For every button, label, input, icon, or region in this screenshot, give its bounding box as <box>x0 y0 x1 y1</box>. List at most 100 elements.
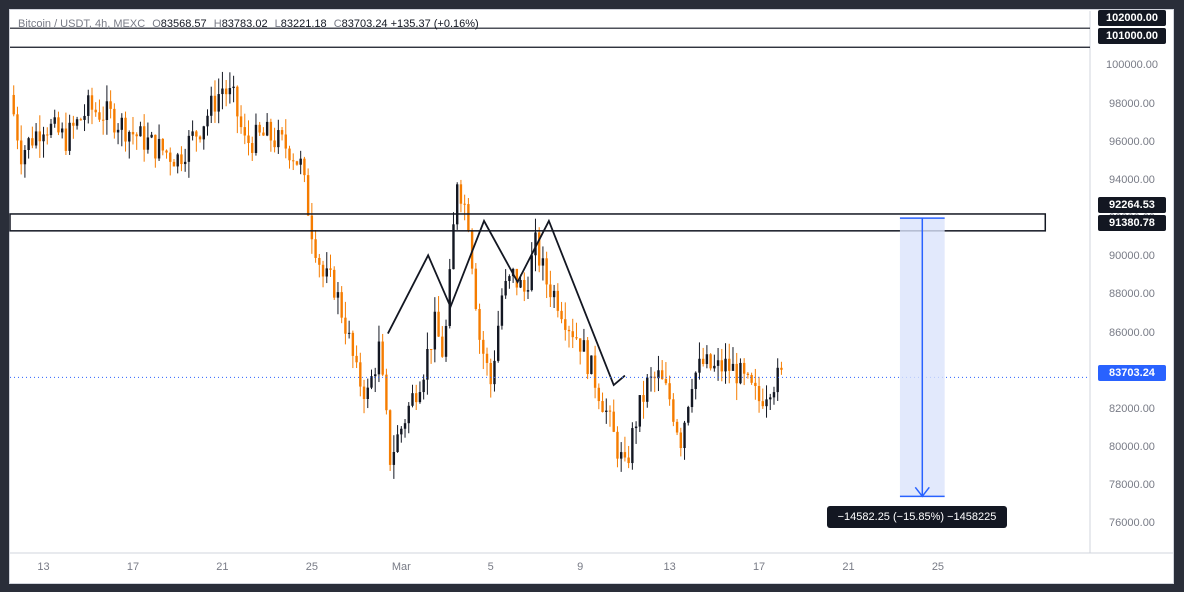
candle-bear <box>672 399 675 422</box>
candle-bear <box>303 158 306 176</box>
candle-bear <box>284 134 287 149</box>
candle-bear <box>243 127 246 136</box>
candle-bear <box>556 290 560 311</box>
candle-bear <box>318 257 321 265</box>
measure-label[interactable]: −14582.25 (−15.85%) −1458225 <box>827 506 1007 528</box>
candle-bear <box>575 337 578 339</box>
candle-bull <box>221 88 224 95</box>
candle-bear <box>709 354 712 369</box>
candle-bull <box>765 399 768 407</box>
candle-bear <box>224 88 228 95</box>
candle-bull <box>519 280 522 288</box>
candle-bull <box>254 124 258 153</box>
candle-bull <box>739 362 742 384</box>
candle-bull <box>183 161 187 165</box>
candle-bull <box>23 150 27 165</box>
candle-bear <box>113 108 116 133</box>
candle-bear <box>131 131 135 135</box>
candle-bear <box>642 395 645 402</box>
candle-bear <box>195 131 198 137</box>
candle-bear <box>388 410 392 465</box>
candle-bull <box>75 119 79 126</box>
price-tick-label: 98000.00 <box>1109 97 1155 110</box>
time-tick-label: 17 <box>126 561 140 573</box>
candle-bear <box>292 160 295 162</box>
candle-bull <box>232 86 235 89</box>
candle-bull <box>508 276 511 281</box>
candle-bull <box>49 123 53 136</box>
candle-bear <box>780 367 783 370</box>
time-tick-label: 5 <box>487 561 494 573</box>
candle-bull <box>42 134 45 142</box>
candle-bear <box>172 161 176 167</box>
candle-bear <box>735 363 738 384</box>
candle-bear <box>578 338 582 352</box>
candle-bear <box>273 140 276 148</box>
zone-top-tag: 92264.53 <box>1098 197 1166 213</box>
candle-bear <box>72 122 75 126</box>
candle-bear <box>154 134 157 159</box>
candle-bull <box>150 134 153 138</box>
candle-bear <box>746 373 750 375</box>
candle-bear <box>750 374 753 383</box>
candle-bear <box>437 311 440 337</box>
candle-bear <box>239 116 243 128</box>
ohlc-legend: Bitcoin / USDT, 4h, MEXC O83568.57 H8378… <box>18 18 479 30</box>
time-tick-label: Mar <box>391 561 411 573</box>
candle-bear <box>90 95 94 110</box>
price-tick-label: 82000.00 <box>1109 402 1155 415</box>
candle-bull <box>690 389 694 408</box>
low-key: L <box>274 18 281 30</box>
candle-bear <box>467 204 470 231</box>
time-tick-label: 21 <box>216 561 229 573</box>
candle-bull <box>433 311 437 350</box>
candle-bull <box>526 290 530 292</box>
candle-bear <box>597 387 601 402</box>
candle-bear <box>314 239 317 258</box>
candle-bull <box>694 372 697 390</box>
candle-bear <box>485 353 489 363</box>
candle-bear <box>560 310 563 320</box>
price-tick-label: 96000.00 <box>1109 135 1155 148</box>
candle-bear <box>79 119 83 121</box>
zone-bottom-tag: 91380.78 <box>1098 215 1166 231</box>
candle-bull <box>590 355 593 375</box>
low-value: 83221.18 <box>280 18 327 30</box>
candle-bear <box>660 370 664 380</box>
candle-bull <box>105 101 109 120</box>
candle-bull <box>53 117 56 124</box>
candle-bear <box>351 332 355 356</box>
candle-bear <box>482 339 485 354</box>
candle-bull <box>202 126 205 140</box>
candle-bull <box>120 117 124 130</box>
candle-bull <box>366 387 369 400</box>
open-value: 83568.57 <box>160 18 207 30</box>
candle-bear <box>101 119 105 121</box>
price-tick-label: 88000.00 <box>1109 288 1155 301</box>
candle-bull <box>456 184 459 225</box>
candle-bull <box>377 341 381 375</box>
candle-bear <box>515 268 519 288</box>
candle-bear <box>135 134 138 137</box>
candle-bear <box>362 386 366 400</box>
candle-bear <box>142 126 146 150</box>
candle-bear <box>571 331 574 338</box>
candle-bear <box>545 258 548 285</box>
candle-bull <box>87 95 90 116</box>
candle-bear <box>679 432 683 449</box>
candle-bear <box>295 161 299 165</box>
symbol-label[interactable]: Bitcoin / USDT, 4h, MEXC <box>18 18 146 30</box>
candle-bear <box>333 269 336 298</box>
candle-bear <box>46 134 49 136</box>
level-tag-102000: 102000.00 <box>1098 10 1166 26</box>
candle-bear <box>340 292 343 318</box>
candle-bull <box>116 129 120 133</box>
candle-bear <box>321 264 325 277</box>
candle-bull <box>83 115 86 120</box>
candle-bull <box>265 121 269 136</box>
candle-bear <box>280 130 284 135</box>
candle-bear <box>251 143 254 153</box>
candle-bull <box>217 94 220 112</box>
time-tick-label: 13 <box>37 561 50 573</box>
